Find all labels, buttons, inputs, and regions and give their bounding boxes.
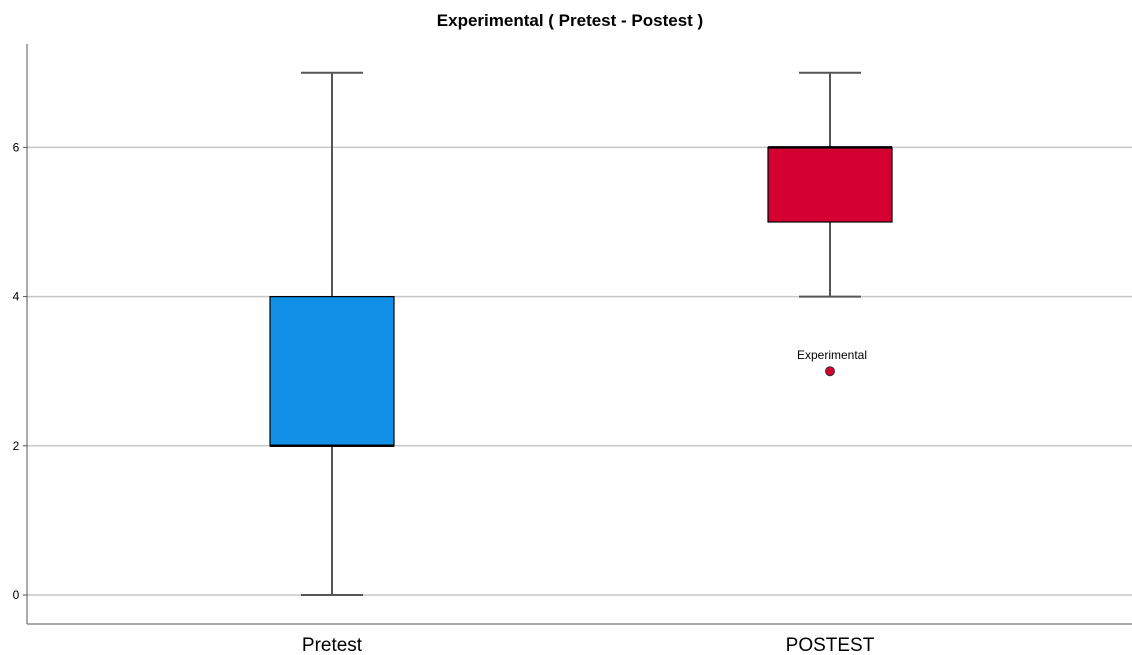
- box-pretest: [269, 71, 395, 596]
- box-postest: Experimental: [767, 71, 893, 377]
- plot-marks: Experimental: [269, 71, 893, 596]
- y-tick-label-6: 6: [13, 140, 20, 154]
- y-tick-label-0: 0: [13, 588, 20, 602]
- axes: [26, 44, 1132, 625]
- iqr-box: [269, 296, 395, 447]
- x-tick-label-pretest: Pretest: [302, 635, 363, 655]
- y-axis-ticks: 0 2 4 6: [13, 140, 27, 602]
- y-tick-label-4: 4: [13, 290, 20, 304]
- iqr-box: [767, 146, 893, 223]
- gridlines: [27, 146, 1132, 596]
- y-tick-label-2: 2: [13, 439, 20, 453]
- x-axis-ticks: Pretest POSTEST: [302, 635, 875, 655]
- x-tick-label-postest: POSTEST: [786, 635, 875, 655]
- outlier-point: [825, 366, 835, 377]
- outlier-label: Experimental: [797, 348, 867, 362]
- chart-title: Experimental ( Pretest - Postest ): [436, 11, 704, 30]
